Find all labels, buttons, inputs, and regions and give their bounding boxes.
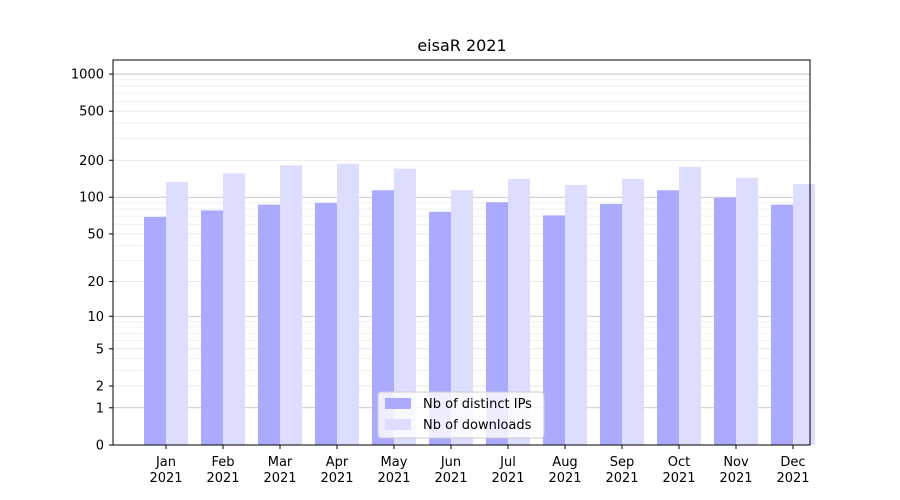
bar-downloads [280, 165, 302, 445]
y-tick-label: 10 [87, 310, 104, 325]
bar-distinct-ips [372, 190, 394, 445]
bar-downloads [223, 173, 245, 445]
y-tick-label: 20 [87, 275, 104, 290]
bar-downloads [793, 184, 815, 445]
x-tick-label: Jul 2021 [491, 455, 524, 486]
bar-downloads [508, 178, 530, 445]
y-tick-label: 1000 [71, 68, 104, 83]
chart-title: eisaR 2021 [417, 36, 506, 55]
bar-downloads [337, 163, 359, 446]
x-tick-label: Jan 2021 [149, 455, 182, 486]
bar-downloads [565, 184, 587, 445]
bar-distinct-ips [144, 216, 166, 445]
y-tick-label: 50 [87, 227, 104, 242]
x-tick-label: Dec 2021 [776, 455, 809, 486]
legend-swatch-downloads [385, 419, 411, 430]
x-tick-label: Feb 2021 [206, 455, 239, 486]
x-tick-label: Aug 2021 [548, 455, 581, 486]
bar-distinct-ips [429, 211, 451, 445]
y-tick-label: 500 [79, 105, 104, 120]
bar-distinct-ips [315, 202, 337, 445]
y-tick-label: 200 [79, 154, 104, 169]
y-tick-label: 100 [79, 191, 104, 206]
x-tick-label: Mar 2021 [263, 455, 296, 486]
x-tick-label: Apr 2021 [320, 455, 353, 486]
y-tick-label: 2 [96, 380, 104, 395]
bar-downloads [451, 190, 473, 445]
bar-distinct-ips [771, 204, 793, 445]
legend-label-ips: Nb of distinct IPs [423, 397, 532, 412]
bar-distinct-ips [657, 190, 679, 445]
y-tick-label: 1 [96, 401, 104, 416]
bar-downloads [394, 168, 416, 445]
legend: Nb of distinct IPs Nb of downloads [377, 391, 545, 439]
bar-distinct-ips [543, 215, 565, 445]
bar-downloads [622, 178, 644, 445]
x-tick-label: Nov 2021 [719, 455, 752, 486]
legend-frame [377, 391, 545, 439]
x-tick-label: May 2021 [377, 455, 410, 486]
legend-label-downloads: Nb of downloads [423, 418, 532, 433]
bar-distinct-ips [201, 210, 223, 445]
bar-distinct-ips [600, 204, 622, 445]
legend-swatch-ips [385, 398, 411, 409]
bar-downloads [166, 182, 188, 445]
plot-area [112, 59, 811, 446]
y-axis: 0 1 2 5 10 20 50 100 200 500 1000 [71, 68, 113, 454]
x-tick-label: Oct 2021 [662, 455, 695, 486]
x-tick-label: Jun 2021 [434, 455, 467, 486]
bar-downloads [736, 177, 758, 445]
x-axis: Jan 2021 Feb 2021 Mar 2021 Apr 2021 May 2021 Jun 20… [149, 445, 810, 486]
y-tick-label: 5 [96, 342, 104, 357]
bar-distinct-ips [258, 204, 280, 445]
bar-distinct-ips [714, 197, 736, 445]
bar-distinct-ips [486, 202, 508, 445]
bar-downloads [679, 166, 701, 446]
x-tick-label: Sep 2021 [605, 455, 638, 486]
y-tick-label: 0 [96, 439, 104, 454]
